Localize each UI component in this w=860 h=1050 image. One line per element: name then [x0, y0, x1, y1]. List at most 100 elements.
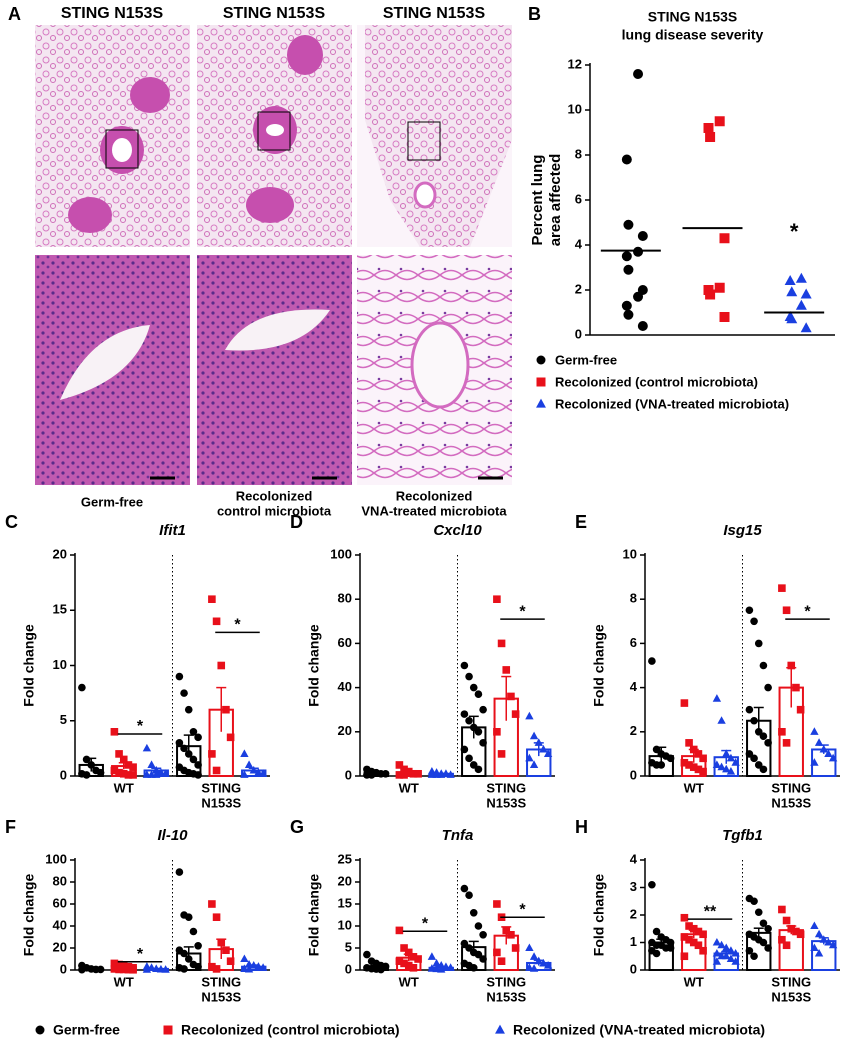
- marker-square: [115, 960, 123, 969]
- marker-circle: [764, 924, 772, 933]
- marker-triangle: [726, 767, 736, 775]
- marker-triangle: [712, 948, 722, 957]
- marker-circle: [194, 733, 202, 742]
- marker-triangle: [437, 965, 446, 973]
- marker-triangle: [717, 940, 726, 949]
- marker-square: [110, 965, 119, 973]
- marker-triangle: [525, 711, 534, 720]
- marker-square: [110, 728, 119, 736]
- marker-square: [414, 955, 422, 963]
- y-tick-label: 4: [630, 851, 638, 866]
- chart-title: Tnfa: [442, 827, 474, 844]
- chart-title: Ifit1: [159, 522, 186, 539]
- panel-letter: A: [8, 4, 21, 24]
- marker-square: [680, 933, 689, 941]
- marker-square: [124, 761, 133, 769]
- marker-square: [694, 927, 703, 936]
- marker-triangle: [525, 753, 534, 762]
- marker-triangle: [819, 935, 828, 943]
- marker-circle: [479, 931, 487, 939]
- marker-square: [787, 661, 796, 670]
- y-tick-label: 80: [53, 873, 67, 888]
- x-group-label: STING: [486, 974, 526, 989]
- y-tick-label: 12: [568, 56, 582, 71]
- marker-square: [778, 728, 786, 736]
- marker-circle: [759, 938, 768, 947]
- marker-circle: [759, 765, 768, 774]
- marker-square: [502, 666, 511, 674]
- x-group-label: WT: [114, 780, 134, 795]
- marker-circle: [633, 69, 644, 79]
- marker-circle: [623, 264, 634, 275]
- marker-circle: [474, 922, 483, 930]
- panel-letter: B: [528, 4, 541, 24]
- y-tick-label: 1: [630, 934, 637, 949]
- marker-circle: [175, 672, 184, 681]
- significance-label: *: [137, 946, 144, 963]
- tissue: [365, 25, 512, 247]
- marker-circle: [184, 913, 193, 921]
- marker-triangle: [784, 275, 796, 285]
- marker-circle: [377, 965, 385, 974]
- marker-square: [414, 769, 422, 778]
- marker-square: [110, 959, 119, 968]
- caption: Recolonized: [236, 488, 313, 503]
- legend-label: Germ-free: [53, 1022, 120, 1038]
- marker-square: [689, 924, 698, 933]
- chart-title: Tgfb1: [722, 827, 763, 844]
- marker-square: [115, 965, 123, 974]
- marker-triangle: [244, 959, 254, 968]
- marker-triangle: [824, 937, 833, 946]
- y-tick-label: 40: [53, 917, 67, 932]
- marker-square: [115, 750, 123, 758]
- marker-circle: [78, 965, 86, 974]
- significance-label: *: [519, 603, 526, 620]
- y-tick-label: 0: [60, 767, 67, 782]
- marker-square: [493, 728, 501, 736]
- marker-square: [497, 639, 506, 648]
- marker-circle: [474, 765, 483, 774]
- panel-letter: H: [575, 817, 588, 837]
- y-axis-label: Fold change: [21, 624, 37, 707]
- marker-square: [680, 952, 689, 961]
- marker-square: [689, 763, 698, 771]
- marker-square: [719, 233, 730, 244]
- marker-circle: [754, 908, 763, 917]
- marker-square: [787, 924, 796, 933]
- x-group-label: WT: [684, 974, 704, 989]
- marker-square: [689, 745, 698, 754]
- marker-triangle: [722, 943, 731, 952]
- y-tick-label: 0: [345, 767, 352, 782]
- marker-square: [226, 957, 235, 965]
- y-tick-label: 10: [568, 101, 582, 116]
- y-tick-label: 0: [60, 961, 67, 976]
- marker-circle: [82, 771, 91, 779]
- y-tick-label: 4: [575, 236, 583, 251]
- legend-marker: [536, 377, 546, 387]
- vessel-lumen: [112, 138, 132, 162]
- y-axis-label: area affected: [547, 154, 564, 247]
- marker-circle: [175, 739, 184, 747]
- y-tick-label: 20: [338, 873, 352, 888]
- marker-triangle: [437, 770, 446, 778]
- column-title: STING N153S: [61, 5, 164, 22]
- marker-triangle: [712, 760, 722, 768]
- marker-square: [395, 761, 404, 769]
- marker-square: [714, 282, 725, 293]
- marker-circle: [666, 754, 675, 763]
- y-tick-label: 2: [575, 281, 582, 296]
- marker-circle: [633, 291, 644, 302]
- marker-circle: [194, 761, 202, 769]
- marker-square: [719, 312, 730, 322]
- marker-square: [493, 900, 501, 908]
- panel-letter: D: [290, 512, 303, 532]
- marker-triangle: [543, 749, 553, 757]
- x-group-label: N153S: [771, 795, 811, 810]
- marker-triangle: [529, 731, 539, 740]
- marker-triangle: [800, 322, 812, 333]
- marker-triangle: [161, 769, 170, 777]
- marker-circle: [759, 661, 768, 670]
- marker-circle: [621, 154, 632, 165]
- marker-triangle: [529, 952, 539, 960]
